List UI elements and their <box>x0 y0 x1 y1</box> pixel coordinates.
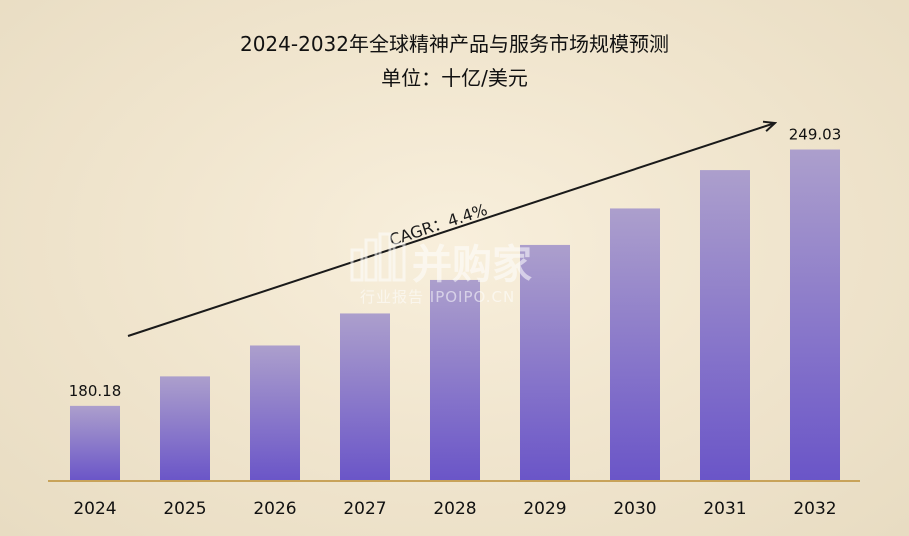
bar-2032 <box>790 149 840 482</box>
bars-layer <box>70 149 840 482</box>
watermark-logo-icon <box>350 232 406 282</box>
bar-2025 <box>160 376 210 481</box>
bar-2031 <box>700 170 750 481</box>
data-label-2032: 249.03 <box>789 126 842 144</box>
bar-2024 <box>70 405 120 481</box>
bar-2029 <box>520 244 570 481</box>
x-tick-label-2032: 2032 <box>793 499 836 519</box>
bar-2026 <box>250 345 300 481</box>
watermark-brand: 并购家 <box>412 242 532 288</box>
x-tick-label-2027: 2027 <box>343 499 386 519</box>
data-labels: 180.18 249.03 <box>69 126 842 400</box>
x-tick-label-2029: 2029 <box>523 499 566 519</box>
data-label-2024: 180.18 <box>69 382 122 400</box>
chart-title: 2024-2032年全球精神产品与服务市场规模预测 <box>239 32 669 56</box>
watermark: 并购家 行业报告 IPOIPO.CN <box>350 232 532 306</box>
x-tick-labels: 2024 2025 2026 2027 2028 2029 2030 2031 2032 <box>73 499 836 519</box>
bar-2030 <box>610 208 660 481</box>
bar-2028 <box>430 279 480 481</box>
x-tick-label-2028: 2028 <box>433 499 476 519</box>
x-tick-label-2024: 2024 <box>73 499 116 519</box>
x-tick-label-2030: 2030 <box>613 499 656 519</box>
x-tick-label-2031: 2031 <box>703 499 746 519</box>
chart-subtitle: 单位：十亿/美元 <box>381 66 528 90</box>
cagr-trend-arrow <box>127 123 775 337</box>
x-tick-label-2025: 2025 <box>163 499 206 519</box>
x-tick-label-2026: 2026 <box>253 499 296 519</box>
watermark-tagline: 行业报告 IPOIPO.CN <box>360 288 515 306</box>
bar-2027 <box>340 313 390 481</box>
